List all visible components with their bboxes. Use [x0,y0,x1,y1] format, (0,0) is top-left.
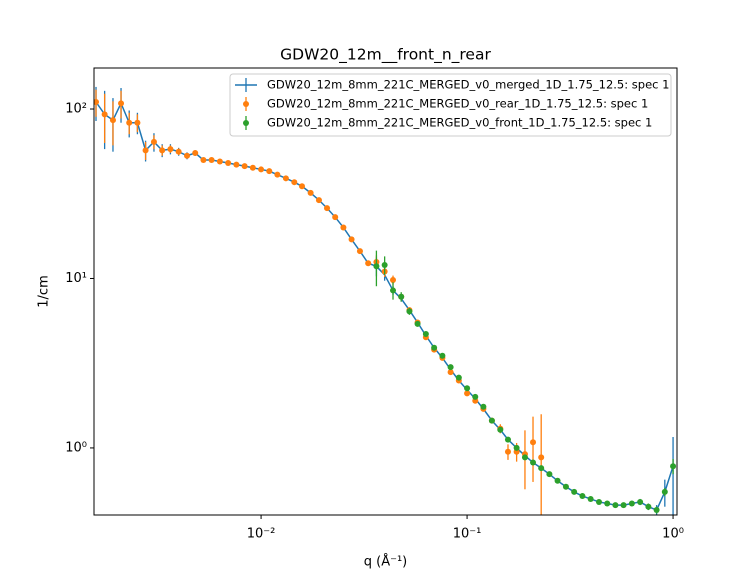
data-point [175,148,182,155]
data-point [554,477,561,484]
data-point [216,158,223,165]
y-axis-label: 1/cm [37,275,52,307]
data-point [94,99,100,106]
data-point [241,163,248,170]
data-point [670,463,677,470]
data-point [464,390,471,397]
data-point [521,454,528,461]
data-point [159,147,166,154]
data-point [513,444,520,451]
data-point [546,471,553,478]
data-point [258,166,265,173]
data-point [126,119,133,126]
data-point [208,157,215,164]
data-point [381,262,388,269]
data-point [571,488,578,495]
data-point [109,117,116,124]
data-point [406,308,413,315]
data-point [184,152,191,159]
plot-area [94,86,677,515]
data-point [530,459,537,466]
data-point [390,276,397,283]
data-point [274,171,281,178]
legend-label: GDW20_12m_8mm_221C_MERGED_v0_merged_1D_1… [267,78,669,92]
data-point [472,393,479,400]
data-point [439,352,446,359]
legend-label: GDW20_12m_8mm_221C_MERGED_v0_front_1D_1.… [267,116,652,130]
data-point [447,364,454,371]
data-point [504,436,511,443]
data-point [324,205,331,212]
y-tick-label: 10¹ [65,271,87,286]
data-point [390,287,397,294]
data-point [480,403,487,410]
data-point [661,488,668,495]
data-point [455,374,462,381]
data-point [291,179,298,186]
data-point [422,331,429,338]
data-point [365,260,372,267]
data-point [315,197,322,204]
data-point [653,507,660,514]
legend-label: GDW20_12m_8mm_221C_MERGED_v0_rear_1D_1.7… [267,97,648,111]
y-tick-label: 10² [65,102,87,117]
data-point [504,448,511,455]
legend-box [229,73,672,137]
data-point [101,111,108,118]
data-point [192,150,199,157]
data-point [628,500,635,507]
data-point [200,157,207,164]
chart-title: GDW20_12m__front_n_rear [280,46,491,65]
data-point [431,344,438,351]
data-point [118,100,125,107]
data-point [398,293,405,300]
data-point [142,147,149,154]
axes-frame [93,67,678,516]
data-point [530,439,537,446]
data-point [414,320,421,327]
legend: GDW20_12m_8mm_221C_MERGED_v0_merged_1D_1… [229,73,672,137]
x-tick-label: 10⁻¹ [453,527,482,542]
data-point [538,465,545,472]
data-point [620,502,627,509]
data-point [612,502,619,509]
x-axis-label: q (Å⁻¹) [364,554,408,570]
x-tick-label: 10⁰ [662,527,684,542]
data-point [604,500,611,507]
data-point [307,189,314,196]
data-point [150,138,157,145]
data-point [249,164,256,171]
data-point [373,263,380,270]
data-point [562,483,569,490]
data-point [596,498,603,505]
data-point [233,161,240,168]
data-point [134,119,141,126]
y-tick-label: 10⁰ [65,440,87,455]
data-point [637,498,644,505]
data-point [225,160,232,167]
data-point [266,168,273,175]
data-point [356,248,363,255]
data-point [488,417,495,424]
data-point [298,183,305,190]
data-point [579,493,586,500]
data-point [348,236,355,243]
data-point [497,426,504,433]
data-point [447,369,454,376]
data-point [332,214,339,221]
data-point [645,503,652,510]
data-point [538,454,545,461]
data-point [340,224,347,231]
data-point [464,385,471,392]
data-point [167,146,174,153]
x-tick-label: 10⁻² [247,527,276,542]
data-point [282,175,289,182]
data-point [587,495,594,502]
